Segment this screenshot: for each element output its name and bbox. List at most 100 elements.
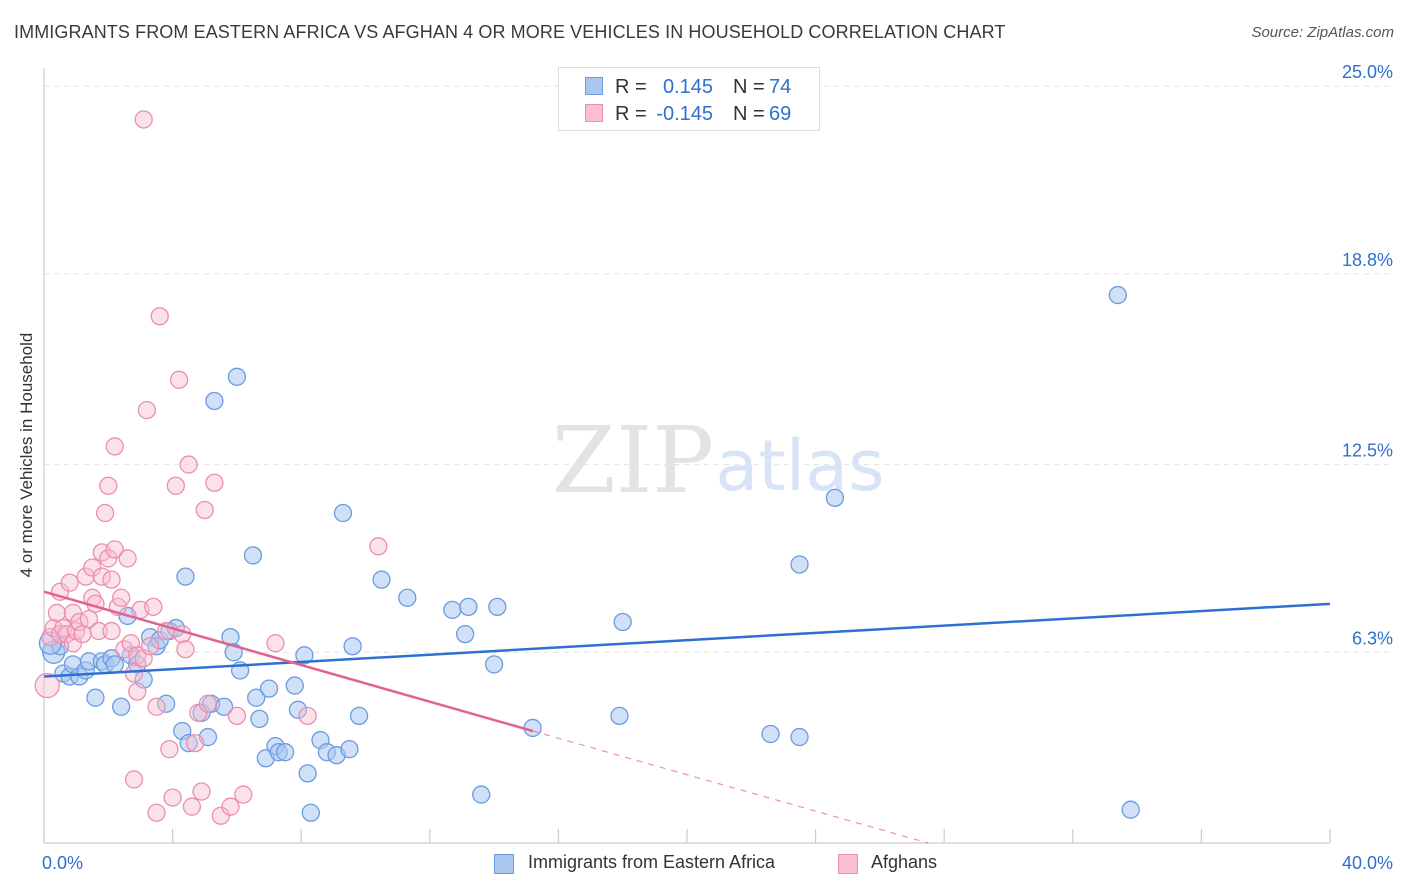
legend-n-value: 74 — [769, 76, 792, 98]
data-point-afghans — [89, 621, 108, 641]
watermark-atlas: atlas — [715, 425, 884, 507]
data-point-afghans — [166, 476, 185, 495]
source-label: Source: ZipAtlas.com — [1251, 24, 1394, 41]
legend-item-afghans: Afghans — [838, 852, 938, 874]
data-point-afghans — [189, 703, 208, 722]
data-point-afghans — [124, 770, 144, 789]
data-point-afghans — [182, 797, 202, 816]
data-point-afghans — [124, 664, 144, 683]
grid-lines — [44, 85, 1390, 653]
data-point-eastern-africa — [343, 637, 362, 656]
data-point-eastern-africa — [443, 600, 462, 620]
data-point-eastern-africa — [333, 503, 353, 523]
data-point-eastern-africa — [790, 555, 809, 574]
data-point-eastern-africa — [613, 612, 632, 632]
data-point-afghans — [83, 558, 102, 577]
axes — [43, 68, 1331, 844]
data-point-eastern-africa — [205, 391, 224, 411]
data-point-eastern-africa — [275, 743, 295, 762]
legend-n-value: 69 — [769, 103, 792, 125]
data-point-afghans — [118, 549, 137, 568]
legend-r-value: -0.145 — [656, 103, 713, 125]
legend-r-label: R = — [615, 103, 647, 125]
data-point-afghans — [102, 570, 121, 589]
data-point-afghans — [195, 500, 214, 520]
data-point-afghans — [144, 597, 163, 617]
y-tick-label: 6.3% — [1352, 628, 1393, 648]
data-point-afghans — [179, 455, 198, 474]
data-point-afghans — [34, 672, 60, 699]
data-point-afghans — [234, 785, 253, 804]
data-point-afghans — [211, 806, 230, 825]
data-point-eastern-africa — [825, 488, 845, 508]
data-point-eastern-africa — [301, 803, 320, 822]
watermark-zip: ZIP — [552, 407, 714, 514]
data-point-eastern-africa — [285, 676, 304, 695]
data-point-afghans — [137, 400, 157, 420]
legend-n-label: N = — [733, 103, 765, 125]
data-point-afghans — [185, 733, 205, 753]
trend-line-afghans-extension — [532, 730, 929, 844]
y-tick-labels: 6.3% 12.5% 18.8% 25.0% — [1342, 62, 1393, 648]
data-point-afghans — [99, 476, 118, 495]
data-point-eastern-africa — [488, 597, 507, 617]
legend-label: Afghans — [871, 852, 938, 872]
data-point-eastern-africa — [761, 724, 780, 744]
data-point-afghans — [140, 637, 160, 656]
data-point-afghans — [227, 706, 247, 726]
data-point-afghans — [112, 588, 131, 607]
y-tick-label: 18.8% — [1342, 250, 1393, 270]
data-point-afghans — [79, 609, 99, 629]
data-point-eastern-africa — [86, 688, 105, 707]
data-point-afghans — [169, 370, 189, 389]
data-point-eastern-africa — [349, 706, 369, 726]
data-point-eastern-africa — [112, 697, 131, 716]
x-tick-label-min: 0.0% — [42, 853, 83, 873]
trend-lines — [43, 590, 1331, 844]
series-immigrants-eastern-africa — [38, 285, 1140, 822]
data-point-eastern-africa — [790, 727, 809, 747]
x-tick-label-max: 40.0% — [1342, 853, 1393, 873]
data-point-eastern-africa — [250, 709, 269, 729]
data-point-eastern-africa — [259, 679, 279, 698]
data-point-afghans — [198, 694, 218, 713]
data-point-afghans — [160, 740, 179, 759]
x-tick-labels: 0.0% 40.0% — [42, 853, 1393, 873]
data-point-eastern-africa — [288, 700, 308, 719]
data-point-afghans — [128, 682, 147, 701]
data-point-afghans — [95, 503, 115, 523]
data-point-eastern-africa — [610, 706, 629, 726]
y-tick-label: 25.0% — [1342, 62, 1393, 82]
data-point-afghans — [76, 567, 95, 586]
data-point-eastern-africa — [243, 546, 263, 565]
data-point-afghans — [134, 110, 153, 129]
trend-line-afghans — [43, 590, 534, 733]
data-point-afghans — [63, 603, 83, 623]
data-point-afghans — [150, 307, 169, 326]
trend-line-eastern-africa — [43, 602, 1331, 678]
data-point-eastern-africa — [176, 567, 195, 586]
data-point-eastern-africa — [295, 646, 314, 665]
data-point-afghans — [369, 537, 388, 556]
data-point-afghans — [60, 573, 79, 592]
legend-item-eastern-africa: Immigrants from Eastern Africa — [494, 852, 776, 874]
data-point-afghans — [102, 621, 121, 641]
data-point-eastern-africa — [459, 597, 478, 617]
data-point-afghans — [298, 706, 317, 726]
data-point-eastern-africa — [1108, 285, 1127, 305]
data-point-afghans — [105, 437, 124, 456]
data-point-eastern-africa — [227, 367, 247, 386]
legend-r-label: R = — [615, 76, 647, 98]
data-point-afghans — [99, 549, 118, 568]
legend-swatch-blue — [585, 77, 603, 95]
watermark: ZIP atlas — [552, 407, 885, 514]
data-point-eastern-africa — [398, 588, 417, 607]
data-point-afghans — [147, 803, 166, 822]
data-point-eastern-africa — [340, 740, 359, 759]
data-point-afghans — [266, 634, 285, 653]
data-point-eastern-africa — [105, 655, 124, 674]
data-point-eastern-africa — [456, 624, 475, 644]
legend-label: Immigrants from Eastern Africa — [528, 852, 776, 872]
y-axis-label: 4 or more Vehicles in Household — [17, 332, 36, 578]
